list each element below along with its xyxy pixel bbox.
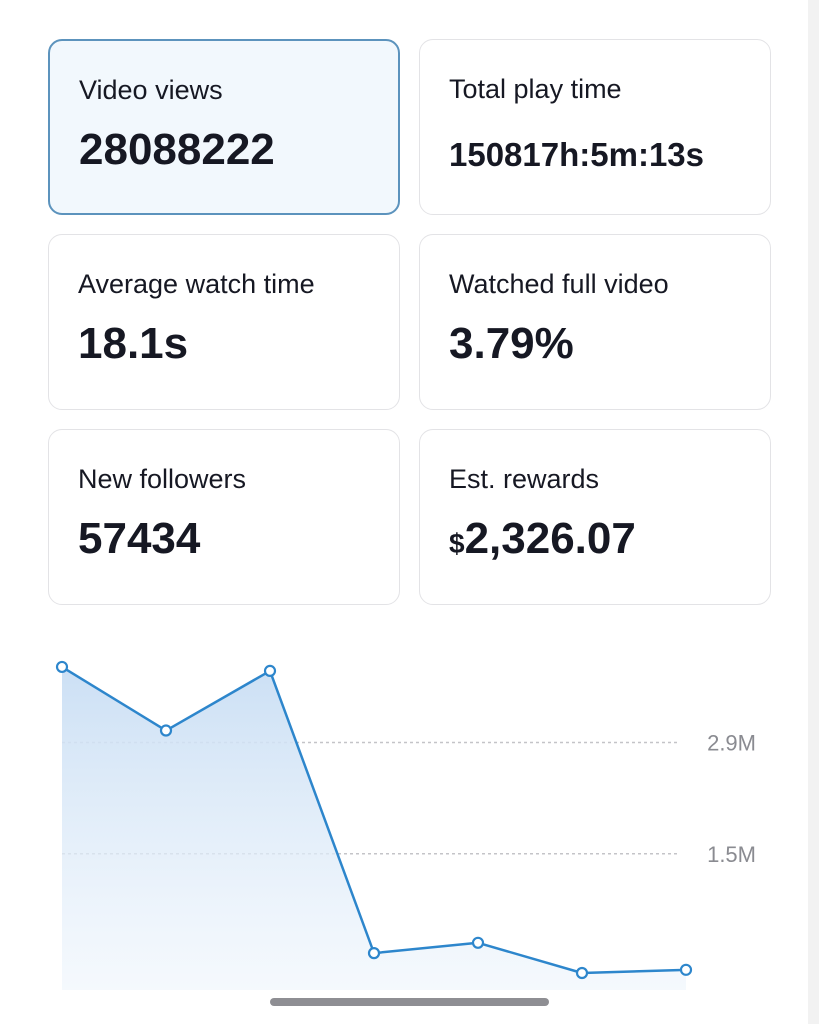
- metric-value: 150817h:5m:13s: [449, 136, 705, 173]
- metric-value: 18.1s: [78, 319, 189, 368]
- metric-label: Watched full video: [449, 269, 669, 299]
- metric-label: Total play time: [449, 74, 622, 104]
- metric-value: 57434: [78, 514, 201, 563]
- metric-label: Video views: [79, 75, 223, 105]
- y-tick-label-2: 1.5M: [707, 842, 756, 867]
- currency-symbol: $: [449, 528, 465, 559]
- rewards-amount: 2,326.07: [464, 514, 636, 563]
- data-point-6[interactable]: [679, 963, 693, 976]
- data-point-1[interactable]: [159, 724, 173, 737]
- y-tick-label-1: 2.9M: [707, 730, 756, 755]
- home-indicator[interactable]: [270, 998, 549, 1006]
- metric-card-new-followers[interactable]: New followers 57434: [48, 429, 400, 605]
- metric-card-est-rewards[interactable]: Est. rewards $2,326.07: [419, 429, 771, 605]
- metric-label: New followers: [78, 464, 247, 494]
- metric-card-total-play-time[interactable]: Total play time 150817h:5m:13s: [419, 39, 771, 215]
- metric-label: Est. rewards: [449, 464, 600, 494]
- metric-card-average-watch-time[interactable]: Average watch time 18.1s: [48, 234, 400, 410]
- data-point-4[interactable]: [471, 936, 485, 949]
- views-trend-chart[interactable]: 4.4M2.9M1.5M: [0, 640, 808, 990]
- data-point-5[interactable]: [575, 966, 589, 980]
- metric-card-watched-full-video[interactable]: Watched full video 3.79%: [419, 234, 771, 410]
- data-point-0[interactable]: [55, 660, 69, 674]
- metric-value: 28088222: [79, 125, 275, 174]
- area-fill: [62, 666, 686, 990]
- metric-label: Average watch time: [78, 269, 315, 299]
- metric-value: 3.79%: [449, 319, 574, 368]
- data-point-2[interactable]: [263, 664, 277, 677]
- metric-card-video-views[interactable]: Video views 28088222: [48, 39, 400, 215]
- metric-value: $2,326.07: [449, 514, 636, 564]
- data-point-3[interactable]: [367, 947, 381, 960]
